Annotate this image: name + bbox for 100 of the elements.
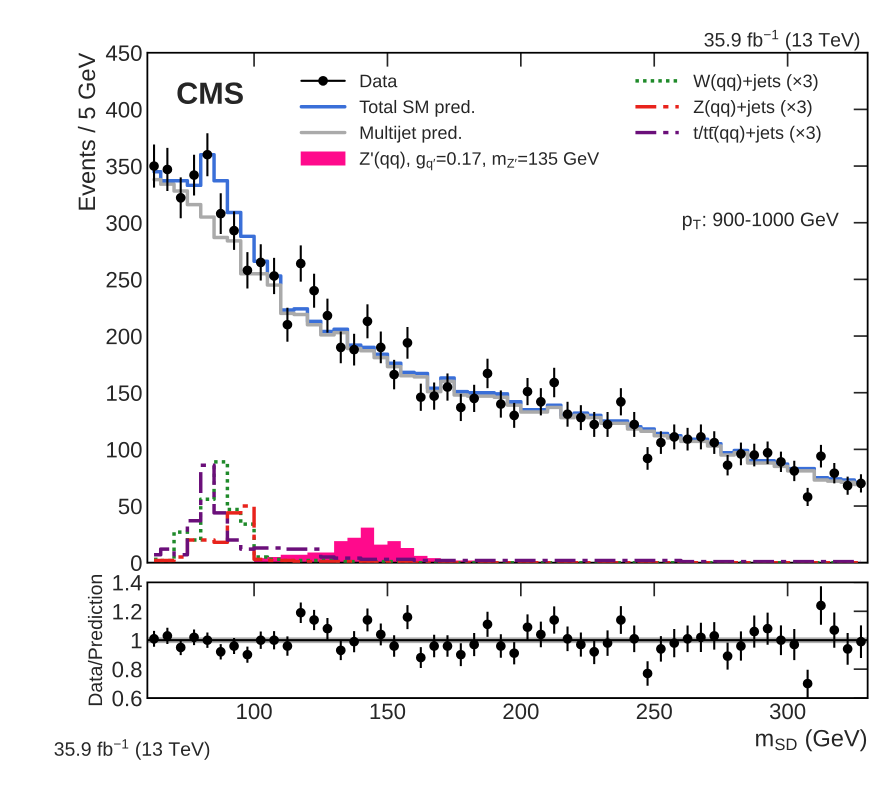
point	[242, 650, 252, 660]
y-tick-label: 400	[106, 102, 142, 118]
y-tick-label: 350	[106, 158, 142, 174]
point	[562, 409, 572, 420]
legend-label: Multijet pred.	[360, 126, 461, 143]
point	[789, 640, 800, 650]
point	[176, 642, 186, 652]
point	[669, 432, 680, 442]
point	[576, 412, 586, 423]
point	[709, 631, 720, 641]
point	[736, 641, 746, 651]
point	[229, 641, 239, 651]
y-tick-label: 100	[107, 442, 142, 458]
legend-label: t/tt̄(qq)+jets (×3)	[693, 126, 821, 143]
point	[816, 600, 826, 610]
point	[216, 208, 226, 219]
point	[842, 644, 852, 654]
x-axis-title: m$_{SD}$ (GeV)	[756, 729, 866, 752]
y-tick-label: 150	[107, 385, 142, 401]
point	[322, 624, 332, 634]
x-tick-label: 250	[636, 704, 672, 720]
point	[376, 342, 386, 352]
point	[629, 420, 640, 430]
point	[189, 632, 199, 642]
legend-label: W(qq)+jets (×3)	[693, 74, 818, 91]
point	[656, 644, 666, 654]
point	[696, 432, 706, 442]
point	[549, 378, 560, 388]
point	[576, 640, 586, 650]
point	[256, 635, 266, 646]
point	[616, 615, 626, 625]
point	[282, 320, 292, 330]
y-tick-label: 300	[106, 215, 142, 231]
point	[509, 410, 520, 420]
point	[242, 265, 252, 276]
point	[589, 646, 600, 657]
point	[696, 632, 706, 642]
text: 35.9 fb$^{−1}$ (13 TeV)	[54, 739, 210, 760]
x-tick-label: 150	[370, 704, 406, 720]
point	[362, 316, 372, 326]
point	[189, 170, 199, 180]
y-tick-label: 0.6	[112, 690, 142, 706]
point	[829, 625, 840, 635]
point	[176, 192, 186, 203]
point	[322, 310, 332, 321]
point	[682, 634, 692, 644]
point	[349, 636, 359, 647]
point	[202, 635, 212, 646]
legend-label: Total SM pred.	[360, 100, 474, 117]
point	[762, 624, 772, 634]
point	[642, 668, 652, 678]
point	[149, 634, 159, 644]
point	[269, 271, 279, 281]
y-tick-label: 1.4	[113, 575, 142, 590]
point	[722, 651, 732, 661]
point	[216, 646, 226, 657]
point	[442, 382, 452, 392]
point	[616, 396, 626, 407]
point	[296, 608, 306, 618]
x-tick-label: 100	[237, 704, 272, 720]
legend-label: Z(qq)+jets (×3)	[694, 100, 812, 117]
point	[442, 641, 452, 651]
point	[656, 438, 666, 448]
point	[309, 615, 319, 625]
point	[562, 634, 572, 644]
point	[376, 630, 386, 640]
y-axis-title: Data/Prediction	[88, 575, 102, 706]
point	[429, 641, 440, 651]
point	[456, 650, 466, 660]
point	[629, 634, 640, 644]
legend-label: Data	[360, 74, 398, 88]
point	[162, 631, 172, 641]
y-tick-label: 50	[118, 498, 142, 514]
point	[336, 645, 346, 656]
y-tick-label: 0	[131, 555, 142, 571]
point	[522, 622, 532, 632]
point	[589, 420, 600, 430]
legend-label: Z'(qq), g$_{q′}$=0.17, m$_{Z′}$=135 GeV	[360, 152, 600, 170]
point	[416, 652, 426, 662]
point	[482, 368, 492, 378]
y-axis-title: Events / 5 GeV	[78, 52, 96, 210]
point	[349, 344, 359, 355]
point	[776, 635, 786, 646]
point	[402, 612, 412, 622]
y-tick-label: 200	[106, 328, 142, 344]
point	[856, 636, 866, 647]
point	[416, 392, 426, 402]
point	[802, 678, 812, 688]
point	[709, 438, 720, 448]
point	[496, 641, 506, 651]
point	[642, 454, 652, 464]
point	[496, 399, 506, 409]
y-tick-label: 250	[106, 272, 142, 288]
point	[602, 638, 612, 648]
annotation: p$_{T}$: 900-1000 GeV	[682, 212, 839, 230]
text: 35.9 fb$^{−1}$ (13 TeV)	[704, 30, 860, 50]
point	[522, 386, 532, 396]
point	[749, 626, 760, 636]
point	[802, 492, 812, 502]
point	[282, 641, 292, 651]
